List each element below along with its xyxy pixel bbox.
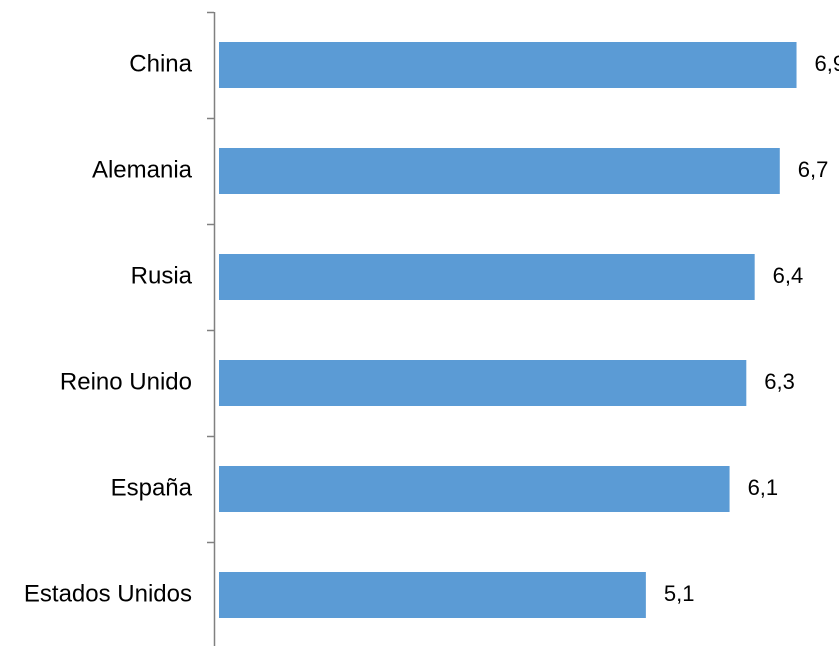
bar-españa [219, 466, 730, 512]
value-label: 6,4 [773, 263, 804, 288]
category-label: Rusia [131, 262, 193, 289]
category-label: China [129, 50, 192, 77]
value-label: 6,9 [815, 51, 839, 76]
value-label: 6,3 [764, 369, 795, 394]
category-label: Estados Unidos [24, 580, 192, 607]
category-label: Reino Unido [60, 368, 192, 395]
bar-china [219, 42, 797, 88]
bar-reino-unido [219, 360, 747, 406]
y-axis [207, 11, 216, 646]
value-label: 5,1 [664, 581, 695, 606]
bar-estados-unidos [219, 572, 646, 618]
category-label: España [111, 474, 193, 501]
value-label: 6,1 [748, 475, 779, 500]
bar-rusia [219, 254, 755, 300]
category-label: Alemania [92, 156, 193, 183]
value-label: 6,7 [798, 157, 829, 182]
bar-alemania [219, 148, 780, 194]
labels-layer: China 6,9 Alemania 6,7 Rusia 6,4 Reino Unido 6,… [24, 50, 839, 607]
bars-layer [219, 42, 797, 618]
